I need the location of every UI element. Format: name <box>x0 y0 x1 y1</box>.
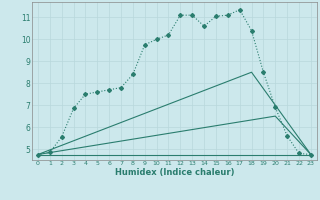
X-axis label: Humidex (Indice chaleur): Humidex (Indice chaleur) <box>115 168 234 177</box>
